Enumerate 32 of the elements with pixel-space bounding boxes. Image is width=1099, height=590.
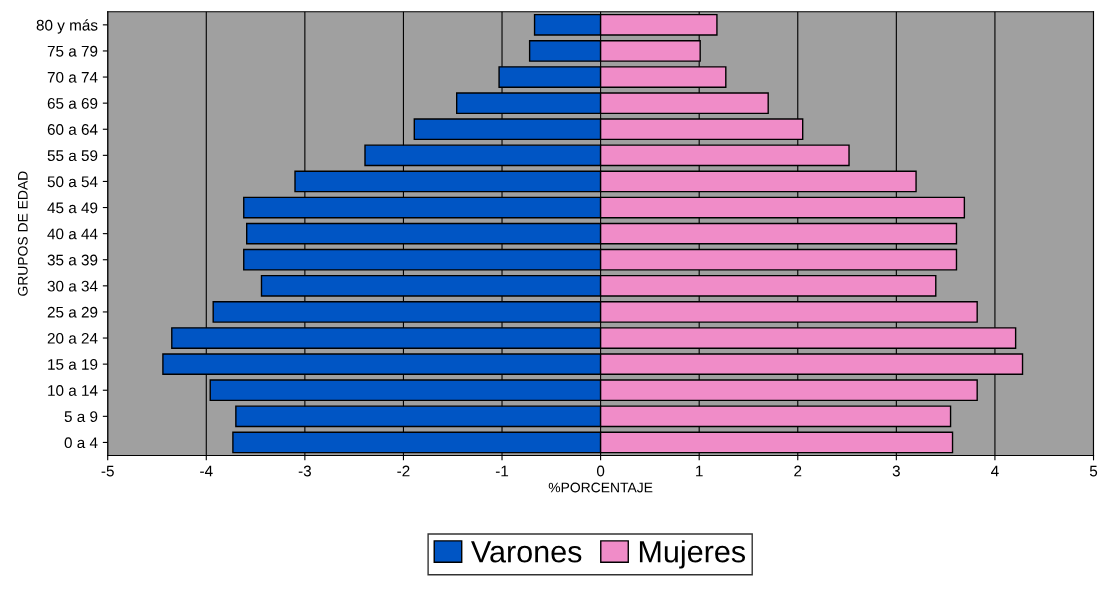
y-tick-label: 70 a 74 (47, 71, 98, 83)
y-tick-label: 35 a 39 (47, 254, 98, 266)
y-tick-label: 20 a 24 (47, 332, 98, 344)
legend-label: Varones (471, 541, 582, 563)
y-tick-label: 40 a 44 (47, 228, 98, 240)
y-tick-label: 30 a 34 (47, 280, 98, 292)
x-tick-label: -5 (101, 465, 114, 477)
x-tick-label: 3 (892, 465, 900, 477)
y-tick-label: 80 y más (36, 19, 98, 34)
x-tick-label: 2 (794, 465, 802, 477)
x-tick-label: 5 (1089, 465, 1098, 477)
x-axis-title: %PORCENTAJE (548, 482, 653, 493)
legend-label: Mujeres (639, 540, 746, 569)
x-tick-label: 4 (991, 465, 999, 477)
x-tick-label: -3 (298, 465, 311, 477)
y-tick-label: 65 a 69 (47, 98, 98, 109)
y-tick-label: 25 a 29 (47, 306, 98, 318)
y-tick-label: 50 a 54 (47, 176, 98, 188)
y-tick-label: 5 a 9 (64, 411, 98, 423)
y-tick-label: 45 a 49 (47, 202, 98, 214)
y-tick-label: 15 a 19 (48, 359, 98, 370)
y-tick-label: 55 a 59 (47, 150, 98, 162)
x-tick-label: 0 (596, 465, 605, 477)
y-tick-label: 60 a 64 (47, 124, 98, 135)
y-tick-label: 0 a 4 (64, 437, 98, 449)
x-tick-label: -4 (200, 465, 213, 477)
x-tick-label: -1 (495, 465, 509, 477)
y-tick-label: 10 a 14 (48, 385, 98, 396)
x-tick-label: 1 (696, 465, 703, 477)
x-tick-label: -2 (397, 465, 410, 477)
y-axis-title: GRUPOS DE EDAD (17, 171, 28, 296)
y-tick-label: 75 a 79 (47, 45, 98, 57)
